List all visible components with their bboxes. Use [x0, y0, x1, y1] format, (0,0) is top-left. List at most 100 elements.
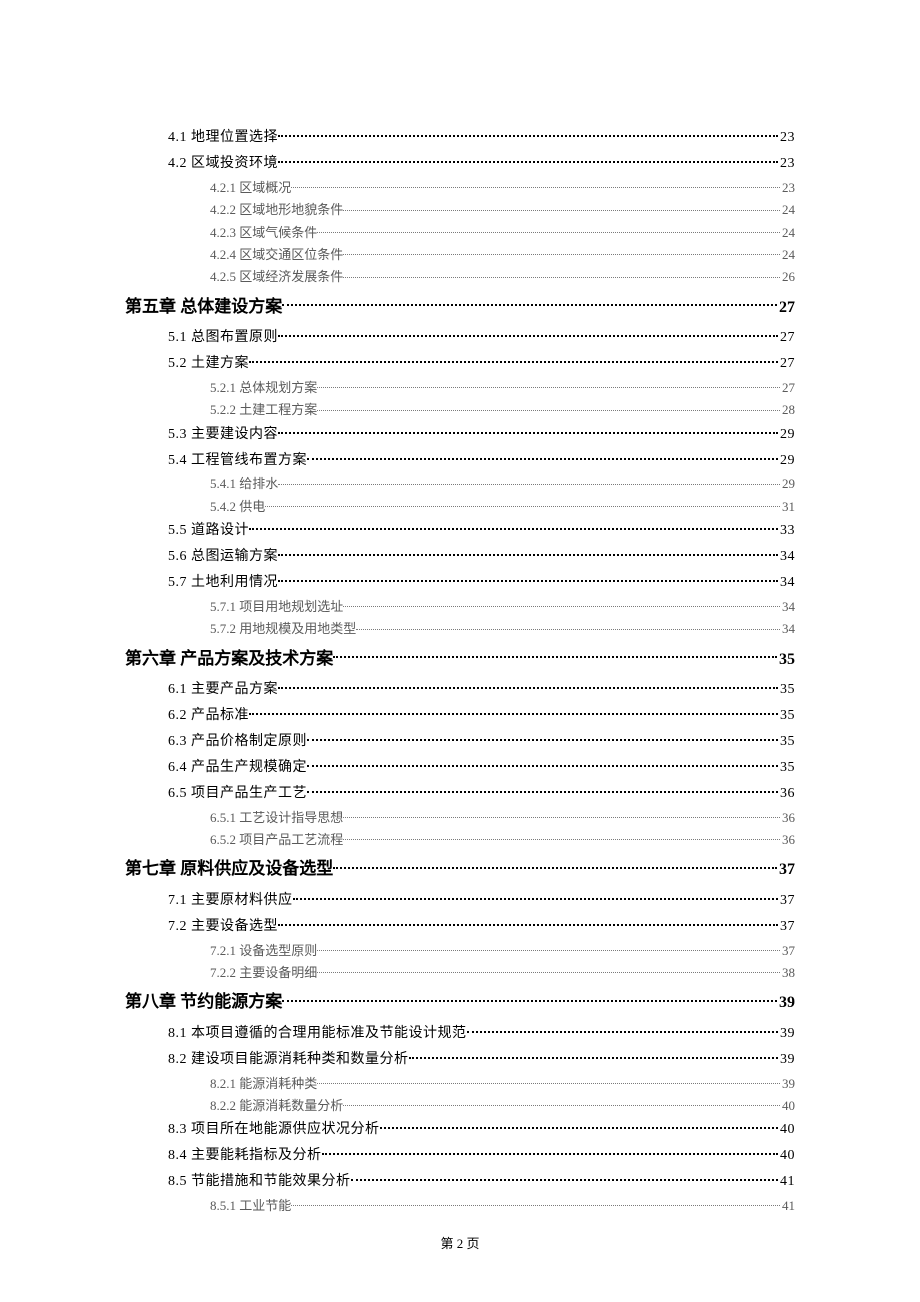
toc-entry: 7.2.2 主要设备明细38	[210, 962, 795, 984]
toc-entry-page: 23	[778, 151, 795, 177]
toc-entry: 第五章 总体建设方案27	[125, 289, 795, 326]
toc-leader-dots	[317, 1075, 780, 1088]
toc-entry-page: 33	[778, 518, 795, 544]
toc-entry-label: 5.2.1 总体规划方案	[210, 377, 317, 399]
toc-entry-page: 34	[780, 618, 795, 640]
toc-leader-dots	[317, 401, 780, 414]
toc-page: 4.1 地理位置选择234.2 区域投资环境234.2.1 区域概况234.2.…	[0, 0, 920, 1277]
toc-entry-label: 8.2.2 能源消耗数量分析	[210, 1095, 343, 1117]
toc-entry-label: 5.1 总图布置原则	[168, 325, 278, 351]
toc-entry-page: 34	[778, 544, 795, 570]
toc-entry: 5.4.2 供电31	[210, 496, 795, 518]
toc-entry-page: 35	[778, 755, 795, 781]
toc-entry-page: 36	[780, 807, 795, 829]
toc-entry-label: 6.4 产品生产规模确定	[168, 755, 307, 781]
toc-entry: 5.4.1 给排水29	[210, 473, 795, 495]
toc-entry-label: 4.2 区域投资环境	[168, 151, 278, 177]
toc-leader-dots	[343, 1097, 780, 1110]
toc-entry-label: 6.2 产品标准	[168, 703, 249, 729]
toc-leader-dots	[278, 546, 778, 560]
toc-entry-label: 6.5.1 工艺设计指导思想	[210, 807, 343, 829]
toc-entry-label: 7.2.2 主要设备明细	[210, 962, 317, 984]
toc-entry: 5.4 工程管线布置方案29	[168, 448, 795, 474]
toc-entry-label: 5.2 土建方案	[168, 351, 249, 377]
toc-entry: 8.5 节能措施和节能效果分析41	[168, 1169, 795, 1195]
toc-entry: 7.2 主要设备选型37	[168, 914, 795, 940]
toc-entry-page: 27	[778, 325, 795, 351]
toc-entry: 6.4 产品生产规模确定 35	[168, 755, 795, 781]
toc-leader-dots	[265, 498, 780, 511]
toc-leader-dots	[282, 990, 777, 1007]
toc-entry-label: 4.1 地理位置选择	[168, 125, 278, 151]
page-number: 第 2 页	[440, 1236, 479, 1251]
toc-leader-dots	[307, 450, 778, 464]
toc-entry: 8.1 本项目遵循的合理用能标准及节能设计规范39	[168, 1021, 795, 1047]
toc-entry-page: 34	[780, 596, 795, 618]
toc-entry-page: 23	[778, 125, 795, 151]
toc-entry-label: 5.6 总图运输方案	[168, 544, 278, 570]
toc-leader-dots	[343, 201, 780, 214]
toc-entry: 第七章 原料供应及设备选型37	[125, 851, 795, 888]
toc-entry-page: 40	[780, 1095, 795, 1117]
toc-entry: 8.5.1 工业节能41	[210, 1195, 795, 1217]
toc-entry-label: 8.1 本项目遵循的合理用能标准及节能设计规范	[168, 1021, 467, 1047]
toc-entry-label: 5.7.1 项目用地规划选址	[210, 596, 343, 618]
toc-entry-page: 35	[778, 729, 795, 755]
toc-leader-dots	[293, 890, 779, 904]
toc-entry-page: 37	[777, 853, 795, 887]
toc-entry-page: 23	[780, 177, 795, 199]
toc-entry-page: 31	[780, 496, 795, 518]
toc-entry: 7.1 主要原材料供应37	[168, 888, 795, 914]
toc-entry-page: 39	[780, 1073, 795, 1095]
toc-entry: 5.5 道路设计 33	[168, 518, 795, 544]
toc-entry-page: 27	[780, 377, 795, 399]
toc-entry: 5.2.2 土建工程方案28	[210, 399, 795, 421]
toc-entry: 6.5.1 工艺设计指导思想 36	[210, 807, 795, 829]
toc-entry: 8.2.2 能源消耗数量分析 40	[210, 1095, 795, 1117]
toc-entry: 8.4 主要能耗指标及分析40	[168, 1143, 795, 1169]
toc-entry-page: 26	[780, 266, 795, 288]
toc-entry-label: 5.7.2 用地规模及用地类型	[210, 618, 356, 640]
toc-entry-label: 7.2 主要设备选型	[168, 914, 278, 940]
toc-leader-dots	[317, 964, 780, 977]
toc-leader-dots	[317, 224, 780, 237]
toc-entry-page: 40	[778, 1117, 795, 1143]
toc-entry-page: 35	[778, 677, 795, 703]
toc-entry-label: 第六章 产品方案及技术方案	[125, 641, 333, 678]
toc-leader-dots	[307, 783, 778, 797]
toc-leader-dots	[380, 1119, 779, 1133]
toc-entry: 5.6 总图运输方案 34	[168, 544, 795, 570]
toc-leader-dots	[278, 475, 780, 488]
toc-leader-dots	[307, 731, 778, 745]
toc-entry-page: 27	[777, 291, 795, 325]
toc-leader-dots	[467, 1023, 779, 1037]
toc-entry: 第八章 节约能源方案39	[125, 984, 795, 1021]
toc-entry-label: 7.2.1 设备选型原则	[210, 940, 317, 962]
toc-leader-dots	[333, 647, 777, 664]
toc-leader-dots	[278, 127, 778, 141]
toc-leader-dots	[307, 757, 778, 771]
toc-entry-label: 6.1 主要产品方案	[168, 677, 278, 703]
toc-entry-page: 40	[778, 1143, 795, 1169]
toc-entry-label: 8.2.1 能源消耗种类	[210, 1073, 317, 1095]
toc-leader-dots	[291, 179, 780, 192]
toc-entry-page: 39	[778, 1047, 795, 1073]
toc-entry-page: 36	[780, 829, 795, 851]
toc-entry-page: 39	[777, 986, 795, 1020]
toc-entry: 8.2 建设项目能源消耗种类和数量分析39	[168, 1047, 795, 1073]
toc-entry: 5.7.1 项目用地规划选址 34	[210, 596, 795, 618]
toc-entry: 5.2.1 总体规划方案 27	[210, 377, 795, 399]
toc-entry: 6.5.2 项目产品工艺流程36	[210, 829, 795, 851]
toc-leader-dots	[343, 598, 780, 611]
toc-leader-dots	[278, 153, 778, 167]
toc-entry: 6.2 产品标准35	[168, 703, 795, 729]
toc-entry-page: 27	[778, 351, 795, 377]
toc-entry: 4.2 区域投资环境 23	[168, 151, 795, 177]
toc-leader-dots	[351, 1171, 779, 1185]
toc-entry: 4.2.4 区域交通区位条件24	[210, 244, 795, 266]
toc-entry: 8.3 项目所在地能源供应状况分析40	[168, 1117, 795, 1143]
toc-entry: 第六章 产品方案及技术方案35	[125, 641, 795, 678]
toc-leader-dots	[291, 1197, 780, 1210]
toc-entry: 4.2.3 区域气候条件24	[210, 222, 795, 244]
toc-entry-label: 5.5 道路设计	[168, 518, 249, 544]
